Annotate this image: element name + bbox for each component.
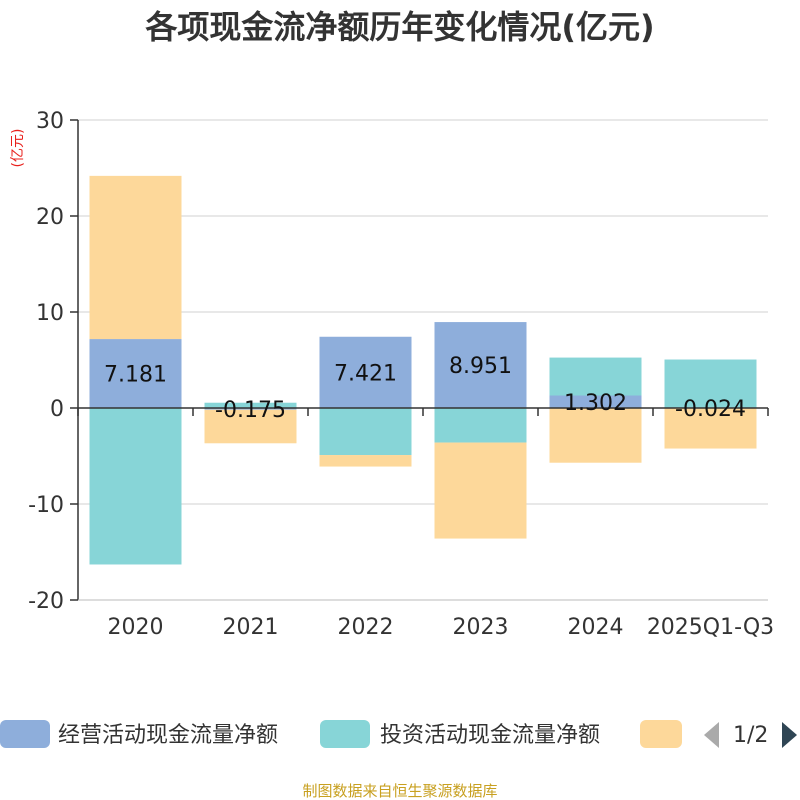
chart-title: 各项现金流净额历年变化情况(亿元) — [145, 8, 654, 46]
y-tick-label: -20 — [28, 589, 64, 614]
bar-2-2024[interactable] — [549, 408, 642, 463]
bar-1-2025Q1-Q3[interactable] — [664, 359, 757, 408]
bar-value-label: 7.181 — [104, 363, 167, 388]
bar-2-2021[interactable] — [204, 409, 297, 444]
legend-page-indicator: 1/2 — [733, 723, 768, 748]
data-source-note: 制图数据来自恒生聚源数据库 — [302, 782, 497, 800]
bar-2-2023[interactable] — [434, 442, 527, 539]
bar-1-2023[interactable] — [434, 408, 527, 443]
legend-swatch-operating[interactable] — [0, 720, 50, 748]
legend-swatch-investing[interactable] — [320, 720, 370, 748]
y-axis-unit: (亿元) — [10, 129, 26, 168]
bar-0-2021[interactable] — [204, 408, 297, 410]
bar-0-2023[interactable] — [434, 322, 527, 408]
x-axis-ticks: 2020 2021 2022 2023 2024 2025Q1-Q3 — [77, 408, 774, 640]
y-tick-label: 0 — [50, 397, 64, 422]
legend-swatch-financing[interactable] — [640, 720, 682, 748]
legend-next-icon[interactable] — [782, 722, 797, 748]
y-tick-label: -10 — [28, 493, 64, 518]
bar-1-2020[interactable] — [89, 408, 182, 565]
bar-series — [89, 175, 757, 565]
x-tick-label: 2020 — [108, 615, 164, 640]
x-tick-label: 2022 — [338, 615, 394, 640]
legend: 经营活动现金流量净额 投资活动现金流量净额 1/2 — [0, 720, 797, 748]
bar-value-label: -0.175 — [215, 398, 286, 423]
legend-label-operating[interactable]: 经营活动现金流量净额 — [58, 723, 278, 748]
bar-1-2022[interactable] — [319, 408, 412, 456]
bar-1-2024[interactable] — [549, 357, 642, 396]
x-tick-label: 2021 — [223, 615, 279, 640]
bar-0-2022[interactable] — [319, 336, 412, 408]
y-tick-label: 10 — [36, 301, 64, 326]
data-labels: 7.181 -0.175 7.421 8.951 1.302 -0.024 — [104, 354, 746, 423]
x-tick-label: 2024 — [568, 615, 624, 640]
bar-1-2021[interactable] — [204, 402, 297, 408]
bar-2-2022[interactable] — [319, 455, 412, 467]
bar-0-2020[interactable] — [89, 339, 182, 408]
x-tick-label: 2025Q1-Q3 — [647, 615, 774, 640]
bar-0-2024[interactable] — [549, 395, 642, 408]
bar-value-label: -0.024 — [675, 397, 746, 422]
legend-prev-icon[interactable] — [704, 722, 719, 748]
legend-label-investing[interactable]: 投资活动现金流量净额 — [380, 723, 600, 748]
bar-value-label: 1.302 — [564, 391, 627, 416]
bar-value-label: 8.951 — [449, 354, 512, 379]
x-tick-label: 2023 — [453, 615, 509, 640]
bar-2-2020[interactable] — [89, 175, 182, 340]
y-tick-label: 20 — [36, 205, 64, 230]
bar-2-2025Q1-Q3[interactable] — [664, 408, 757, 449]
bar-value-label: 7.421 — [334, 361, 397, 386]
y-axis-ticks: 30 20 10 0 -10 -20 — [28, 109, 78, 614]
y-tick-label: 30 — [36, 109, 64, 134]
